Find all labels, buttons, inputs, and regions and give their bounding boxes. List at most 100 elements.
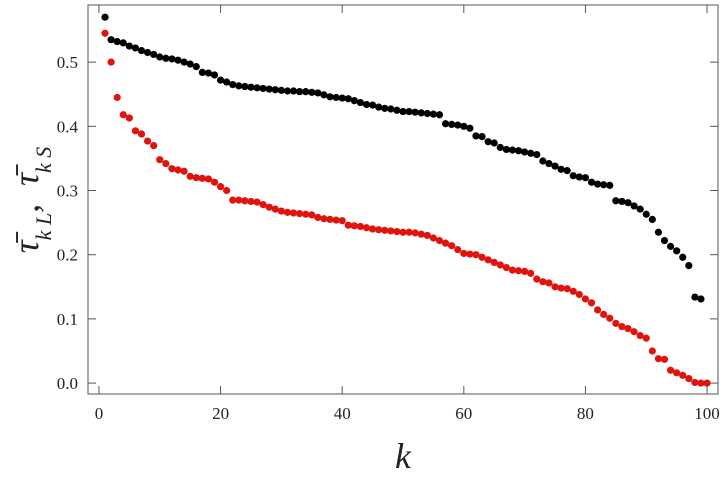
point xyxy=(606,314,614,322)
point xyxy=(101,13,109,21)
point xyxy=(642,210,650,218)
x-tick-label: 60 xyxy=(455,404,472,423)
point xyxy=(314,89,322,97)
point xyxy=(593,306,602,314)
point xyxy=(156,53,164,61)
point xyxy=(551,162,559,170)
point xyxy=(527,269,535,277)
point xyxy=(338,217,346,225)
point xyxy=(435,111,444,119)
x-tick-label: 20 xyxy=(212,404,229,423)
point xyxy=(399,228,407,236)
point xyxy=(253,198,261,206)
point xyxy=(673,369,681,377)
point xyxy=(235,196,243,204)
point xyxy=(575,173,583,181)
point xyxy=(587,299,596,307)
point xyxy=(600,181,608,189)
point xyxy=(490,139,498,147)
point xyxy=(375,226,383,234)
point xyxy=(216,183,225,191)
point xyxy=(356,222,365,231)
y-tick-label: 0.5 xyxy=(57,53,78,72)
point xyxy=(551,283,559,291)
point xyxy=(454,121,462,129)
point xyxy=(423,231,431,240)
point xyxy=(612,319,620,327)
point xyxy=(210,178,219,186)
point xyxy=(508,266,517,274)
point xyxy=(125,42,133,50)
point xyxy=(575,290,583,299)
point xyxy=(435,236,444,245)
point xyxy=(478,253,486,261)
point xyxy=(198,174,206,182)
point xyxy=(180,167,188,175)
point xyxy=(350,97,358,105)
point xyxy=(344,221,352,229)
point xyxy=(210,71,219,79)
point xyxy=(429,234,438,242)
point xyxy=(223,186,231,195)
point xyxy=(368,101,377,109)
point xyxy=(131,44,140,52)
y-label-subscript: k L xyxy=(31,213,56,241)
point xyxy=(703,379,711,387)
point xyxy=(533,150,541,159)
point xyxy=(630,328,638,336)
point xyxy=(119,111,127,119)
point xyxy=(107,58,115,66)
point xyxy=(557,165,565,173)
point xyxy=(125,114,133,122)
point xyxy=(277,207,285,215)
point xyxy=(679,253,687,261)
point xyxy=(399,107,407,116)
point xyxy=(326,93,334,101)
point xyxy=(198,68,206,77)
y-tick-label: 0.0 xyxy=(57,374,78,393)
point xyxy=(168,55,176,63)
point xyxy=(454,245,462,254)
point xyxy=(362,224,371,232)
point xyxy=(593,180,602,188)
point xyxy=(332,93,340,102)
point xyxy=(545,279,553,287)
point xyxy=(624,199,632,207)
point xyxy=(362,100,371,109)
point xyxy=(302,210,310,218)
point xyxy=(685,374,693,383)
point xyxy=(259,84,267,93)
point xyxy=(259,201,267,209)
point xyxy=(648,347,656,355)
point xyxy=(636,205,644,213)
point xyxy=(204,175,213,183)
plot-frame xyxy=(87,4,719,395)
point xyxy=(569,287,577,295)
point xyxy=(137,46,146,55)
point xyxy=(131,127,140,135)
point xyxy=(514,267,523,275)
point xyxy=(581,295,590,303)
point xyxy=(514,147,523,155)
point xyxy=(393,106,401,114)
x-axis-label: k xyxy=(395,436,412,476)
point xyxy=(265,203,273,211)
point xyxy=(308,211,316,219)
point xyxy=(673,247,681,255)
point xyxy=(192,174,200,182)
point xyxy=(180,58,188,66)
point xyxy=(137,130,146,138)
point xyxy=(666,366,675,374)
point xyxy=(283,208,292,216)
point xyxy=(411,229,419,237)
point xyxy=(302,88,310,96)
point xyxy=(563,285,571,293)
point xyxy=(162,54,170,62)
point xyxy=(429,110,438,118)
point xyxy=(253,84,261,92)
point xyxy=(241,82,249,91)
point xyxy=(168,165,176,173)
point xyxy=(296,88,304,96)
y-tick-label: 0.1 xyxy=(57,310,78,329)
point xyxy=(393,227,401,236)
